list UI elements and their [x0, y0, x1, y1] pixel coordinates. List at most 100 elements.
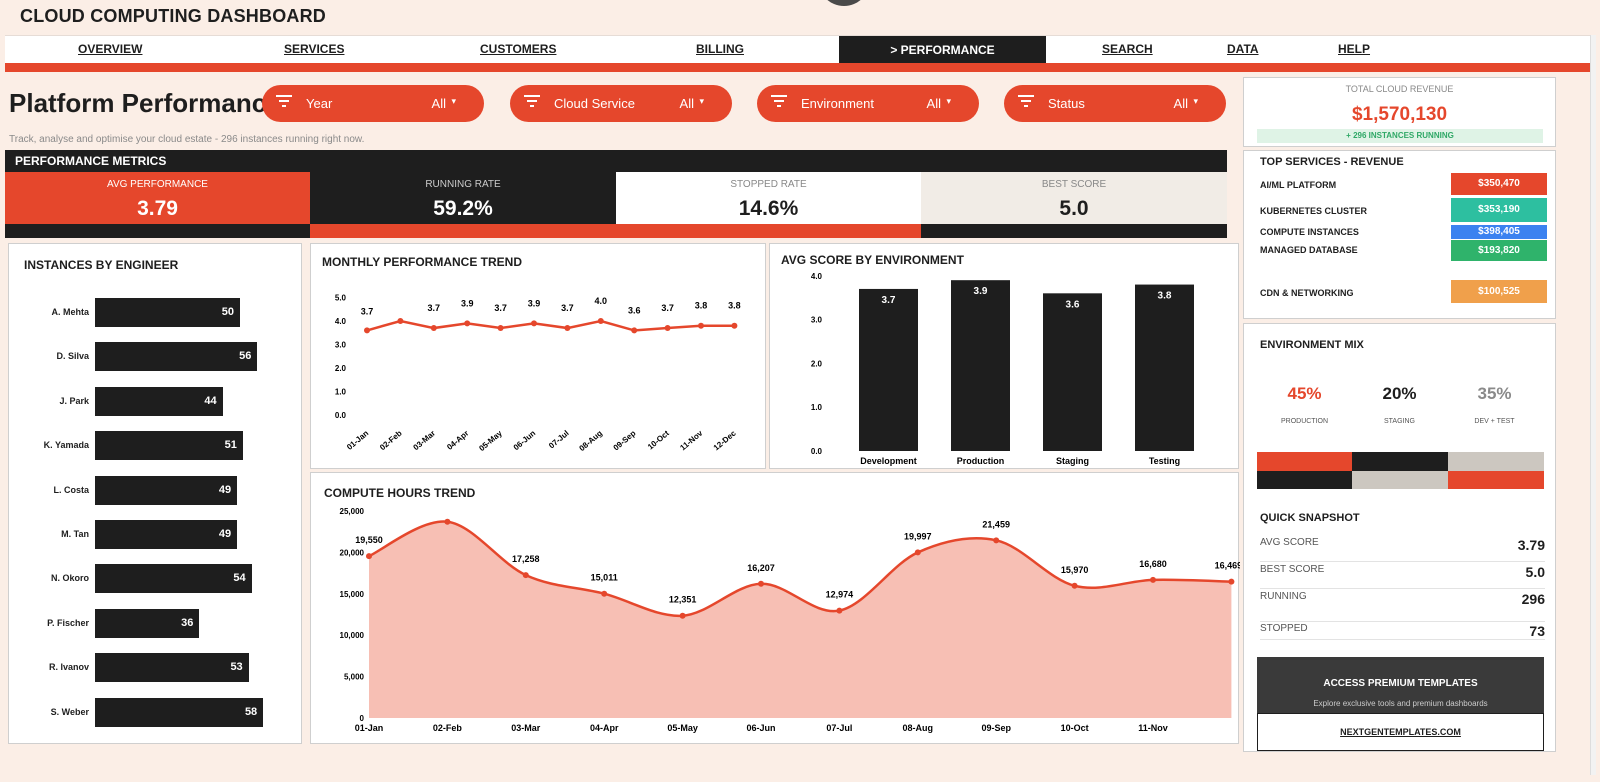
kpi-value: 3.79	[137, 197, 178, 220]
engineer-bar: 49	[95, 475, 238, 505]
panel-title: COMPUTE HOURS TREND	[324, 486, 476, 500]
env-dev-test: 35% DEV + TEST	[1447, 384, 1542, 425]
data-point	[1228, 578, 1235, 585]
service-row: CDN & NETWORKING $100,525	[1260, 280, 1547, 303]
y-tick-label: 20,000	[340, 548, 365, 557]
data-label: 17,258	[512, 554, 540, 564]
premium-banner: ACCESS PREMIUM TEMPLATES Explore exclusi…	[1257, 657, 1544, 717]
filter-environment[interactable]: Environment All ▾	[757, 85, 979, 122]
chevron-down-icon: ▾	[1193, 96, 1198, 106]
snapshot-row: AVG SCORE 3.79	[1260, 537, 1545, 562]
data-label: 3.7	[661, 303, 674, 313]
top-decoration	[818, 0, 870, 6]
scrollbar[interactable]	[1590, 35, 1596, 775]
data-point	[366, 553, 372, 560]
nav-billing[interactable]: BILLING	[696, 42, 744, 56]
promo-text: Explore exclusive tools and premium dash…	[1313, 699, 1488, 708]
area-fill	[369, 521, 1232, 718]
service-row: KUBERNETES CLUSTER $353,190	[1260, 198, 1547, 222]
data-label: 3.8	[1158, 291, 1172, 302]
x-tick-label: 11-Nov	[678, 428, 704, 452]
environment-mix-bar	[1257, 452, 1544, 489]
service-value: $353,190	[1451, 198, 1547, 222]
engineer-bar: 53	[95, 653, 249, 683]
env-pct: 45%	[1287, 384, 1322, 403]
nav-search[interactable]: SEARCH	[1102, 42, 1153, 56]
filter-label: Environment	[801, 96, 874, 111]
panel-title: ENVIRONMENT MIX	[1260, 339, 1364, 351]
promo-title: ACCESS PREMIUM TEMPLATES	[1323, 678, 1478, 689]
nav-help[interactable]: HELP	[1338, 42, 1371, 56]
y-tick-label: 15,000	[340, 590, 365, 599]
data-label: 19,550	[355, 535, 383, 545]
service-value: $398,405	[1451, 225, 1547, 239]
engineer-bar: 49	[95, 520, 238, 549]
snapshot-label: STOPPED	[1260, 623, 1308, 634]
x-tick-label: 06-Jun	[746, 723, 775, 733]
x-tick-label: 04-Apr	[590, 723, 619, 733]
filter-status[interactable]: Status All ▾	[1004, 85, 1226, 122]
panel-title: TOP SERVICES - REVENUE	[1260, 156, 1404, 168]
chevron-down-icon: ▾	[699, 96, 704, 106]
snapshot-value: 3.79	[1517, 537, 1545, 553]
nav-performance[interactable]: > PERFORMANCE	[839, 36, 1046, 64]
data-label: 3.9	[528, 298, 541, 308]
data-point	[664, 325, 671, 332]
kpi-value: 59.2%	[433, 197, 493, 220]
y-tick-label: 0.0	[811, 447, 823, 456]
kpi-value: 14.6%	[738, 197, 799, 220]
nav-services[interactable]: SERVICES	[284, 42, 345, 56]
x-tick-label: Production	[957, 456, 1005, 466]
filter-year[interactable]: Year All ▾	[262, 85, 484, 122]
data-label: 3.7	[494, 303, 507, 313]
data-point	[397, 318, 404, 324]
data-label: 3.6	[1066, 299, 1080, 310]
filter-value: All	[679, 96, 694, 111]
data-label: 12,351	[669, 595, 697, 605]
engineer-name: L. Costa	[53, 484, 89, 495]
x-tick-label: 08-Aug	[903, 723, 934, 733]
avg-score-panel: AVG SCORE BY ENVIRONMENT 0.0 1.0 2.0 3.0 4.0…	[769, 243, 1239, 469]
service-value: $350,470	[1451, 173, 1547, 195]
promo-link[interactable]: NEXTGENTEMPLATES.COM	[1257, 713, 1544, 751]
x-tick-label: 04-Apr	[445, 429, 470, 452]
engineer-name: S. Weber	[50, 706, 89, 717]
x-tick-label: 10-Oct	[1061, 723, 1089, 733]
engineer-name: J. Park	[59, 395, 89, 406]
x-tick-label: 09-Sep	[981, 723, 1011, 733]
nav-customers[interactable]: CUSTOMERS	[480, 42, 557, 56]
snapshot-value: 5.0	[1525, 564, 1545, 580]
snapshot-row: STOPPED 73	[1260, 623, 1545, 640]
nav-data[interactable]: DATA	[1227, 42, 1259, 56]
data-point	[758, 580, 764, 587]
filter-label: Year	[306, 96, 333, 111]
kpi-stopped-rate: STOPPED RATE 14.6%	[616, 172, 921, 238]
area-chart: 0 5,000 10,000 15,000 20,000 25,000 19,550 01-J…	[340, 507, 1240, 733]
data-label: 3.9	[974, 286, 988, 297]
data-label: 15,970	[1061, 565, 1089, 575]
filter-value: All	[926, 96, 941, 111]
data-label: 3.7	[561, 303, 574, 313]
data-label: 3.7	[428, 303, 441, 313]
x-tick-label: 03-Mar	[412, 429, 438, 452]
kpi-best-score: BEST SCORE 5.0	[921, 172, 1227, 238]
env-pct: 35%	[1477, 384, 1512, 403]
engineer-bar: 54	[95, 564, 252, 594]
service-name: CDN & NETWORKING	[1260, 288, 1354, 298]
data-label: 3.8	[728, 301, 741, 311]
filter-cloud-service[interactable]: Cloud Service All ▾	[510, 85, 732, 122]
snapshot-label: BEST SCORE	[1260, 564, 1325, 575]
snapshot-label: AVG SCORE	[1260, 537, 1319, 548]
app-title: CLOUD COMPUTING DASHBOARD	[20, 6, 326, 26]
engineer-name: R. Ivanov	[48, 662, 89, 673]
snapshot-row: RUNNING 296	[1260, 591, 1545, 622]
accent-bar	[5, 63, 1593, 72]
data-label: 3.7	[882, 295, 896, 306]
y-tick-label: 0	[360, 714, 365, 723]
engineer-bar: 36	[95, 608, 200, 638]
x-tick-label: 01-Jan	[355, 723, 384, 733]
series-line	[366, 319, 735, 332]
data-label: 3.8	[695, 301, 708, 311]
panel-title: INSTANCES BY ENGINEER	[24, 258, 179, 272]
nav-overview[interactable]: OVERVIEW	[78, 42, 143, 56]
